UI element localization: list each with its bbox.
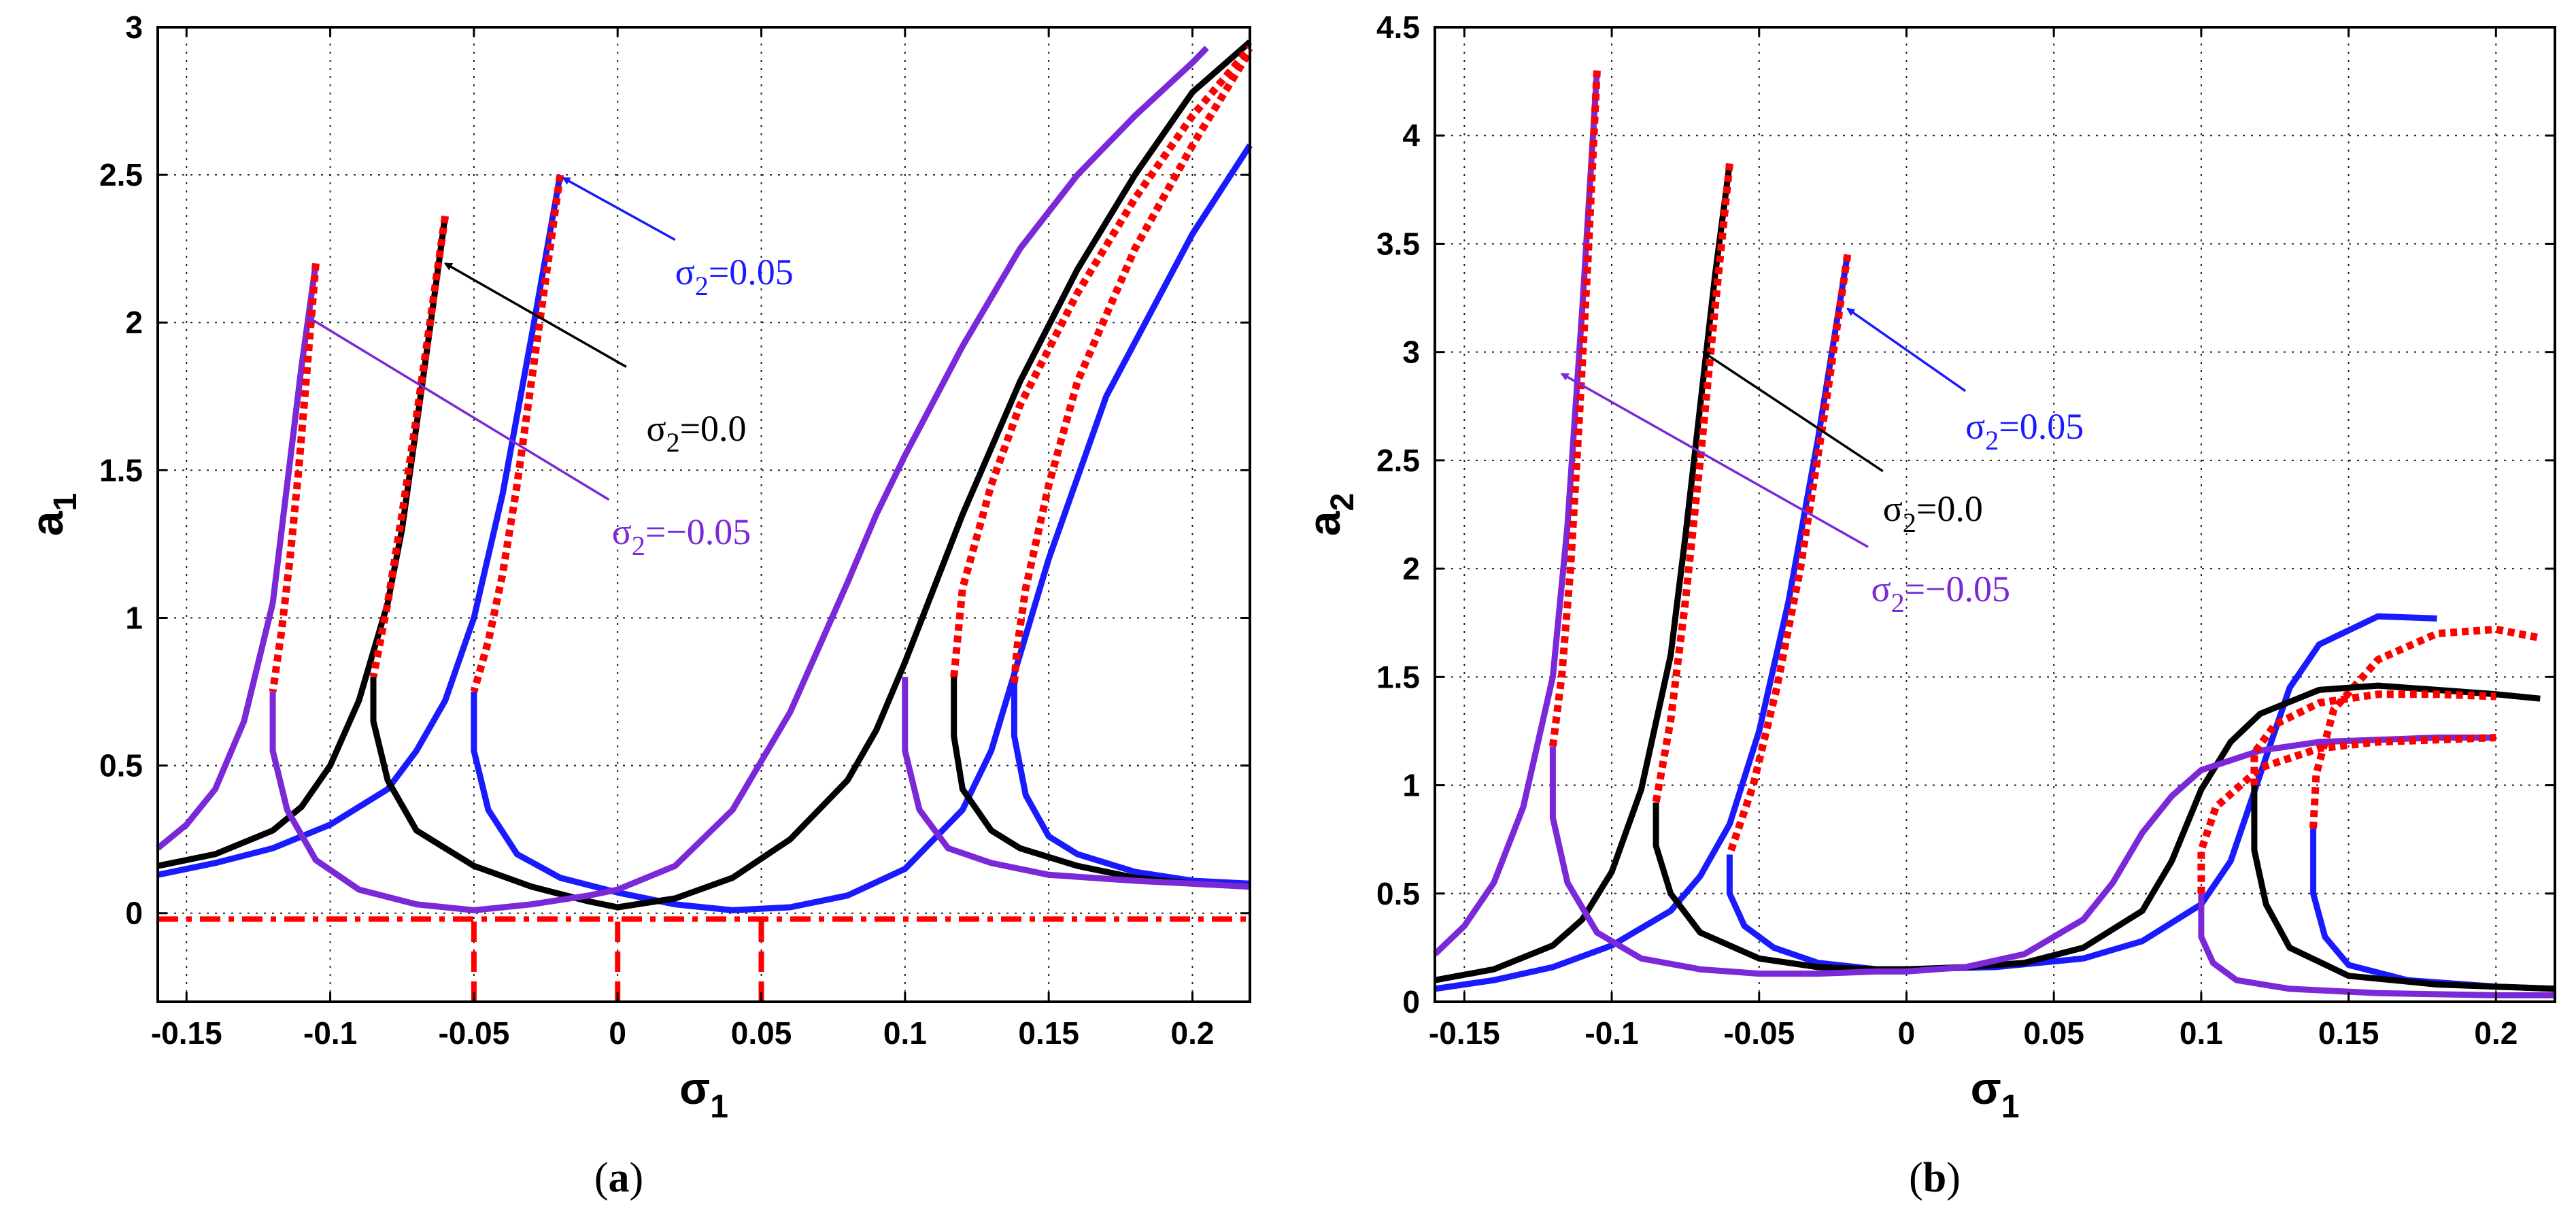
y-tick-label: 4.5 bbox=[1376, 10, 1420, 45]
y-tick-label: 4 bbox=[1402, 118, 1420, 153]
x-tick-label: 0.05 bbox=[731, 1015, 792, 1051]
y-tick-label: 1.5 bbox=[1376, 659, 1420, 694]
annotation-1: σ2=0.0 bbox=[443, 262, 747, 458]
unstable-branch bbox=[2250, 690, 2496, 786]
unstable-branch bbox=[1548, 70, 1601, 747]
annotation-label: σ2=0.0 bbox=[1883, 488, 1983, 538]
x-tick-label: 0 bbox=[609, 1015, 626, 1051]
y-axis-label: a2 bbox=[1299, 493, 1361, 536]
series-red-branch-3 bbox=[2197, 690, 2496, 894]
unstable-branch bbox=[1652, 163, 1733, 803]
annotation-label: σ2=−0.05 bbox=[612, 511, 751, 561]
stable-branch bbox=[269, 46, 1209, 913]
annotation-0: σ2=0.05 bbox=[562, 176, 794, 301]
y-tick-label: 0.5 bbox=[99, 748, 143, 783]
series-20.0-1 bbox=[1434, 163, 2556, 992]
annotation-label: σ2=−0.05 bbox=[1871, 569, 2010, 618]
ticks: -0.15 -0.1 -0.05 0 0.05 0.1 0.15 0.2 0 0.5 1 1.5 2 2.… bbox=[99, 10, 1250, 1051]
y-tick-label: 2 bbox=[1402, 551, 1420, 586]
x-tick-label: -0.15 bbox=[1429, 1015, 1500, 1051]
x-tick-label: 0 bbox=[1898, 1015, 1916, 1051]
x-tick-label: 0.2 bbox=[1170, 1015, 1214, 1051]
stable-branch bbox=[2198, 893, 2555, 998]
x-tick-label: -0.1 bbox=[303, 1015, 357, 1051]
annotation-0: σ2=0.05 bbox=[1846, 307, 2084, 456]
y-tick-label: 2.5 bbox=[1376, 443, 1420, 478]
annotation-arrow bbox=[1846, 307, 1967, 392]
panel-caption: (b) bbox=[1909, 1155, 1961, 1201]
x-tick-label: 0.2 bbox=[2474, 1015, 2518, 1051]
unstable-branch bbox=[369, 216, 450, 678]
plot-area bbox=[1435, 27, 2555, 1002]
annotation-2: σ2=−0.05 bbox=[306, 316, 751, 561]
panel-b: σ2=0.05 σ2=0.0 σ2=−0.05 -0.15 -0.1 -0.05 0 0.05… bbox=[1299, 10, 2556, 1201]
unstable-branch bbox=[2197, 734, 2496, 894]
x-tick-label: -0.05 bbox=[1723, 1015, 1795, 1051]
annotation-2: σ2=−0.05 bbox=[1560, 372, 2010, 618]
x-tick-label: -0.1 bbox=[1584, 1015, 1638, 1051]
annotation-label: σ2=0.0 bbox=[646, 408, 746, 458]
stable-branch bbox=[1726, 613, 2437, 973]
x-axis-label: σ1 bbox=[679, 1063, 728, 1125]
unstable-branch bbox=[1010, 48, 1253, 684]
annotation-arrow bbox=[1560, 372, 1869, 548]
x-tick-label: -0.15 bbox=[151, 1015, 222, 1051]
annotation-arrow bbox=[306, 316, 610, 501]
x-tick-label: 0.1 bbox=[883, 1015, 927, 1051]
stable-branch bbox=[156, 263, 319, 851]
x-tick-label: 0.05 bbox=[2023, 1015, 2084, 1051]
x-axis-label: σ1 bbox=[1971, 1063, 2020, 1125]
stable-branch bbox=[2251, 785, 2556, 992]
y-tick-label: 0.5 bbox=[1376, 876, 1420, 911]
annotation-label: σ2=0.05 bbox=[1965, 406, 2084, 456]
series-20.05-2 bbox=[156, 46, 1251, 913]
y-tick-label: 2 bbox=[125, 305, 143, 340]
annotation-arrow bbox=[562, 176, 676, 241]
y-tick-label: 3 bbox=[1402, 335, 1420, 370]
stable-branch bbox=[1432, 70, 1600, 957]
annotation-arrow bbox=[443, 262, 627, 368]
unstable-branch bbox=[2309, 625, 2541, 829]
y-axis-label: a1 bbox=[22, 493, 84, 536]
unstable-branch bbox=[470, 174, 564, 693]
unstable-branch bbox=[950, 45, 1253, 677]
annotation-1: σ2=0.0 bbox=[1701, 351, 1983, 538]
y-tick-label: 2.5 bbox=[99, 157, 143, 192]
stable-branch bbox=[471, 144, 1253, 913]
stable-branch bbox=[370, 39, 1252, 911]
stable-branch bbox=[1549, 735, 2496, 977]
x-tick-label: 0.15 bbox=[2318, 1015, 2379, 1051]
y-tick-label: 3 bbox=[125, 10, 143, 45]
panel-a: σ2=0.05 σ2=0.0 σ2=−0.05 -0.15 -0.1 -0.05 0 0.05… bbox=[22, 10, 1253, 1201]
annotation-arrow bbox=[1701, 351, 1884, 473]
annotation-label: σ2=0.05 bbox=[675, 252, 794, 301]
y-tick-label: 1 bbox=[125, 600, 143, 635]
y-tick-label: 1 bbox=[1402, 768, 1420, 803]
x-tick-label: 0.15 bbox=[1018, 1015, 1079, 1051]
unstable-branch bbox=[269, 263, 320, 692]
x-tick-label: 0.1 bbox=[2180, 1015, 2223, 1051]
y-tick-label: 0 bbox=[1402, 984, 1420, 1019]
y-tick-label: 0 bbox=[125, 896, 143, 931]
stable-branch bbox=[1011, 683, 1251, 887]
axes-frame bbox=[156, 26, 1251, 1003]
ticks: -0.15 -0.1 -0.05 0 0.05 0.1 0.15 0.2 0 0.5 1 1.5 2 2.… bbox=[1376, 10, 2555, 1051]
stable-branch bbox=[1434, 163, 1733, 983]
y-tick-label: 3.5 bbox=[1376, 226, 1420, 261]
x-tick-label: -0.05 bbox=[438, 1015, 509, 1051]
stable-branch bbox=[1653, 682, 2541, 973]
stable-branch bbox=[1434, 254, 1851, 992]
stable-branch bbox=[902, 677, 1251, 890]
panel-caption: (a) bbox=[594, 1155, 643, 1201]
y-tick-label: 1.5 bbox=[99, 452, 143, 488]
axes-frame bbox=[1434, 26, 2556, 1003]
series-20.05-2 bbox=[1432, 70, 2555, 998]
